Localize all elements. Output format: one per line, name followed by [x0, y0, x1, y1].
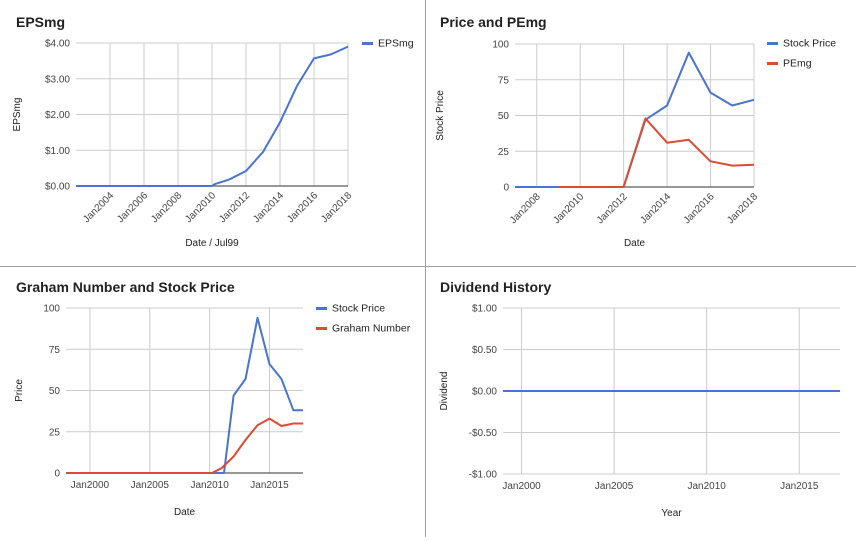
y-tick-label: 25 [498, 147, 510, 158]
y-tick-label: $1.00 [472, 304, 497, 315]
y-tick-label: 100 [492, 40, 509, 51]
legend-swatch [316, 307, 327, 310]
y-axis-label: Stock Price [435, 90, 446, 141]
y-tick-label: 25 [49, 427, 61, 438]
x-tick-label: Jan2000 [502, 481, 541, 492]
chart-title: Graham Number and Stock Price [16, 279, 235, 295]
y-tick-label: 100 [43, 304, 60, 315]
x-tick-label: Jan2006 [115, 190, 150, 225]
x-tick-label: Jan2010 [687, 481, 726, 492]
x-tick-label: Jan2005 [131, 480, 170, 491]
chart-title: Dividend History [440, 279, 551, 295]
x-tick-label: Jan2008 [508, 191, 543, 226]
chart-panel-epsmg: EPSmg $0.00 $1.00 $2.00 $3.00 $4.00 Jan2004 Jan… [0, 0, 425, 266]
x-tick-label: Jan2010 [190, 480, 229, 491]
x-tick-label: Jan2008 [149, 190, 184, 225]
x-tick-label: Jan2014 [638, 191, 673, 226]
legend-swatch [362, 42, 373, 45]
y-axis-label: EPSmg [12, 98, 23, 132]
y-tick-label: 50 [49, 386, 61, 397]
x-tick-label: Jan2000 [71, 480, 110, 491]
legend-label: Graham Number [332, 323, 411, 335]
y-tick-label: $0.50 [472, 345, 497, 356]
y-tick-label: $0.00 [45, 182, 70, 193]
x-tick-label: Jan2015 [250, 480, 289, 491]
y-tick-label: 0 [54, 469, 60, 480]
x-tick-label: Jan2018 [725, 191, 760, 226]
x-axis-label: Date [624, 238, 646, 249]
legend-label: PEmg [783, 58, 812, 70]
y-tick-label: 50 [498, 111, 510, 122]
chart-price-pemg: Price and PEmg 0 25 50 75 100 Jan2008 Jan2010 Ja… [435, 14, 836, 249]
x-tick-label: Jan2010 [183, 190, 218, 225]
vertical-divider [425, 0, 426, 537]
x-tick-label: Jan2015 [780, 481, 819, 492]
y-tick-label: $3.00 [45, 74, 70, 85]
x-axis-label: Year [661, 508, 682, 519]
chart-panel-dividend-history: Dividend History -$1.00 -$0.50 $0.00 $0.50 $1… [427, 268, 856, 537]
legend-swatch [767, 62, 778, 65]
y-tick-label: -$0.50 [469, 428, 498, 439]
y-tick-label: -$1.00 [469, 470, 498, 481]
x-tick-label: Jan2016 [682, 191, 717, 226]
chart-graham-number: Graham Number and Stock Price 0 25 50 75 100 J… [14, 279, 411, 518]
series-line-stock-price [66, 316, 303, 474]
y-tick-label: $2.00 [45, 110, 70, 121]
chart-panel-graham-number: Graham Number and Stock Price 0 25 50 75 100 J… [0, 268, 425, 537]
y-tick-label: 0 [503, 183, 509, 194]
y-tick-label: $0.00 [472, 387, 497, 398]
series-line-epsmg [76, 45, 349, 187]
x-axis-label: Date [174, 507, 196, 518]
series-line-pemg [558, 117, 755, 188]
chart-title: Price and PEmg [440, 14, 547, 30]
x-tick-label: Jan2005 [595, 481, 634, 492]
x-tick-label: Jan2018 [319, 190, 354, 225]
legend-label: Stock Price [332, 303, 385, 315]
series-line-stock-price [515, 51, 755, 188]
horizontal-divider [0, 266, 856, 267]
y-axis-label: Dividend [439, 372, 450, 411]
x-axis-label: Date / Jul99 [185, 238, 239, 249]
x-tick-label: Jan2012 [217, 190, 252, 225]
chart-panel-price-pemg: Price and PEmg 0 25 50 75 100 Jan2008 Jan2010 Ja… [427, 0, 856, 266]
x-tick-label: Jan2010 [551, 191, 586, 226]
chart-title: EPSmg [16, 14, 65, 30]
x-tick-label: Jan2004 [81, 190, 116, 225]
legend-label: EPSmg [378, 38, 414, 50]
y-tick-label: 75 [49, 345, 61, 356]
legend-swatch [316, 327, 327, 330]
y-axis-label: Price [14, 379, 25, 402]
series-line-graham-number [66, 417, 303, 474]
x-tick-label: Jan2016 [285, 190, 320, 225]
y-tick-label: $1.00 [45, 146, 70, 157]
chart-dividend-history: Dividend History -$1.00 -$0.50 $0.00 $0.50 $1… [439, 279, 840, 519]
x-tick-label: Jan2012 [595, 191, 630, 226]
x-tick-label: Jan2014 [251, 190, 286, 225]
y-tick-label: 75 [498, 75, 510, 86]
legend-label: Stock Price [783, 38, 836, 50]
legend-swatch [767, 42, 778, 45]
y-tick-label: $4.00 [45, 39, 70, 50]
